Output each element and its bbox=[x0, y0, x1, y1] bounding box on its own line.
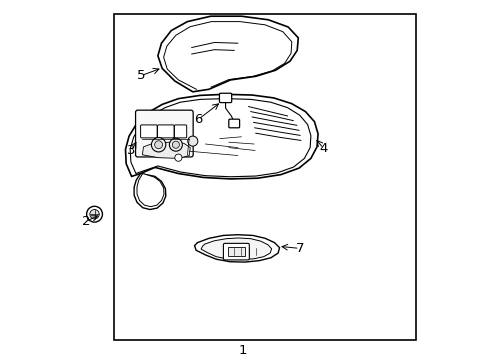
Text: 3: 3 bbox=[127, 144, 136, 157]
Polygon shape bbox=[134, 174, 166, 210]
Text: 1: 1 bbox=[239, 345, 247, 357]
Circle shape bbox=[175, 154, 182, 161]
Polygon shape bbox=[137, 174, 164, 207]
Bar bbox=[228, 247, 245, 256]
FancyBboxPatch shape bbox=[136, 110, 193, 157]
Circle shape bbox=[172, 141, 179, 148]
FancyBboxPatch shape bbox=[174, 125, 187, 138]
Bar bbox=[114, 14, 416, 340]
Text: 7: 7 bbox=[295, 242, 304, 255]
Polygon shape bbox=[143, 142, 190, 158]
FancyBboxPatch shape bbox=[157, 125, 174, 138]
Text: 6: 6 bbox=[194, 113, 202, 126]
Circle shape bbox=[90, 210, 99, 219]
Text: 4: 4 bbox=[319, 142, 328, 155]
Text: 2: 2 bbox=[82, 215, 90, 228]
Polygon shape bbox=[130, 99, 311, 177]
Circle shape bbox=[188, 136, 198, 146]
Circle shape bbox=[151, 138, 166, 152]
Polygon shape bbox=[195, 235, 280, 262]
FancyBboxPatch shape bbox=[141, 125, 157, 138]
Circle shape bbox=[170, 138, 182, 151]
Polygon shape bbox=[201, 238, 271, 260]
Polygon shape bbox=[125, 94, 318, 179]
Circle shape bbox=[155, 141, 163, 149]
Circle shape bbox=[87, 206, 102, 222]
FancyBboxPatch shape bbox=[229, 119, 240, 128]
FancyBboxPatch shape bbox=[220, 93, 232, 103]
FancyBboxPatch shape bbox=[223, 243, 249, 260]
Text: 5: 5 bbox=[137, 69, 146, 82]
Polygon shape bbox=[158, 16, 298, 92]
